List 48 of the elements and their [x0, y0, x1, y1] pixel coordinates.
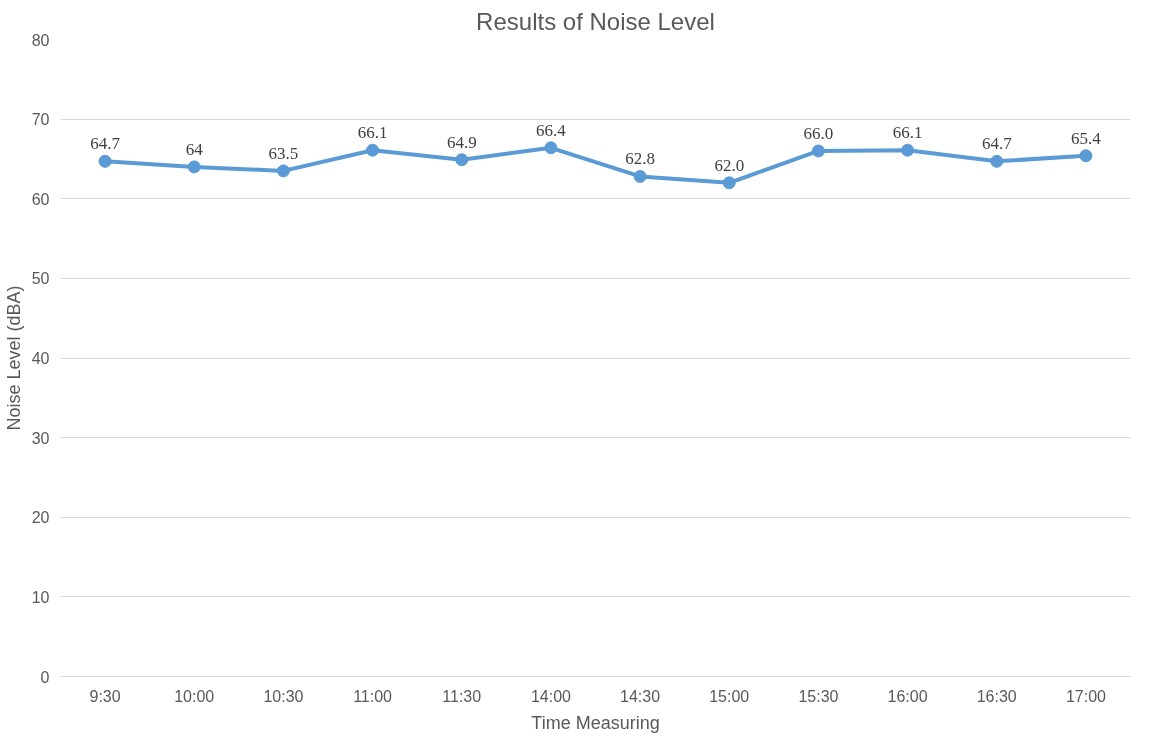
data-label: 64 — [185, 139, 204, 159]
x-axis-title: Time Measuring — [531, 712, 660, 733]
point — [544, 141, 558, 155]
point — [633, 169, 647, 183]
y-tick-label: 80 — [31, 31, 50, 49]
point — [455, 153, 469, 167]
x-tick-label: 15:30 — [798, 687, 839, 705]
x-tick-label: 10:30 — [263, 687, 304, 705]
x-tick-label: 11:00 — [353, 687, 393, 705]
data-label: 62.8 — [625, 149, 655, 169]
x-tick-label: 17:00 — [1065, 687, 1107, 705]
data-label: 66.4 — [536, 120, 567, 140]
x-tick-label: 9:30 — [89, 687, 121, 705]
data-label: 62.0 — [714, 155, 745, 175]
y-tick-label: 20 — [31, 509, 50, 527]
data-label: 64.9 — [446, 132, 477, 152]
x-tick-label: 16:30 — [976, 687, 1017, 705]
x-tick-label: 14:30 — [620, 687, 661, 705]
y-tick-label: 40 — [31, 350, 50, 367]
x-tick-label: 14:00 — [530, 687, 572, 705]
x-tick-label: 11:30 — [442, 687, 482, 705]
point — [187, 160, 201, 174]
y-tick-label: 60 — [31, 190, 50, 208]
x-tick-label: 16:00 — [887, 687, 928, 705]
point — [276, 164, 290, 178]
y-tick-label: 0 — [40, 668, 50, 686]
data-label: 66.1 — [357, 123, 388, 143]
y-axis-title: Noise Level (dBA) — [3, 285, 24, 431]
y-tick-label: 50 — [31, 270, 50, 288]
point — [901, 143, 915, 157]
point — [366, 143, 380, 157]
point — [1079, 149, 1093, 163]
point — [990, 154, 1004, 168]
data-label: 66.0 — [803, 123, 834, 143]
data-label: 63.5 — [268, 143, 299, 163]
data-label: 64.7 — [90, 134, 121, 154]
data-label: 65.4 — [1071, 128, 1102, 148]
y-tick-label: 10 — [31, 588, 50, 606]
data-label: 64.7 — [981, 134, 1013, 154]
chart-title: Results of Noise Level — [476, 7, 715, 35]
point — [98, 154, 112, 168]
x-tick-label: 15:00 — [709, 687, 750, 705]
x-tick-label: 10:00 — [174, 687, 215, 705]
y-tick-label: 30 — [31, 429, 50, 447]
point — [722, 176, 736, 190]
y-tick-label: 70 — [31, 111, 50, 129]
data-label: 66.1 — [892, 123, 923, 143]
point — [811, 144, 825, 158]
